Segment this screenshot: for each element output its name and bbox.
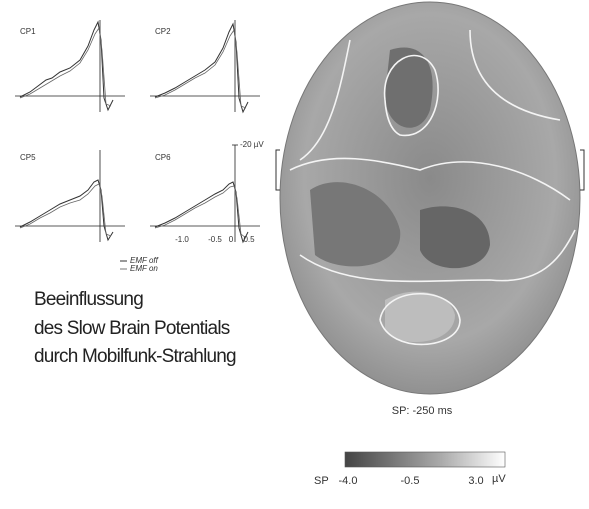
panel-cp1: CP1 [15,20,125,112]
colorbar-name: SP [314,475,329,487]
panel-cp6: CP6 -20 µV -1.0 -0.5 0 0.5 [150,140,264,244]
panel-label: CP2 [155,27,171,36]
colorbar-tick: 3.0 [468,475,483,487]
time-tick: 0.5 [243,235,255,244]
caption-line: des Slow Brain Potentials [34,318,230,339]
time-tick: -0.5 [208,235,222,244]
legend: EMF off EMF on [120,256,159,273]
topo-map: SP: -250 ms [275,1,585,417]
caption-line: durch Mobilfunk-Strahlung [34,346,236,367]
map-label: SP: -250 ms [392,405,453,417]
time-tick: -1.0 [175,235,189,244]
panel-cp5: CP5 [15,150,125,242]
amplitude-label: -20 µV [240,140,264,149]
caption-line: Beeinflussung [34,289,143,310]
colorbar-unit: µV [492,473,506,485]
colorbar-tick: -4.0 [339,475,358,487]
legend-entry: EMF off [130,256,159,265]
panel-cp2: CP2 [150,20,260,114]
panel-label: CP5 [20,153,36,162]
time-tick: 0 [229,235,234,244]
colorbar-tick: -0.5 [401,475,420,487]
panel-label: CP6 [155,153,171,162]
colorbar: SP -4.0 -0.5 3.0 µV [314,451,506,487]
panel-label: CP1 [20,27,36,36]
legend-entry: EMF on [130,264,158,273]
